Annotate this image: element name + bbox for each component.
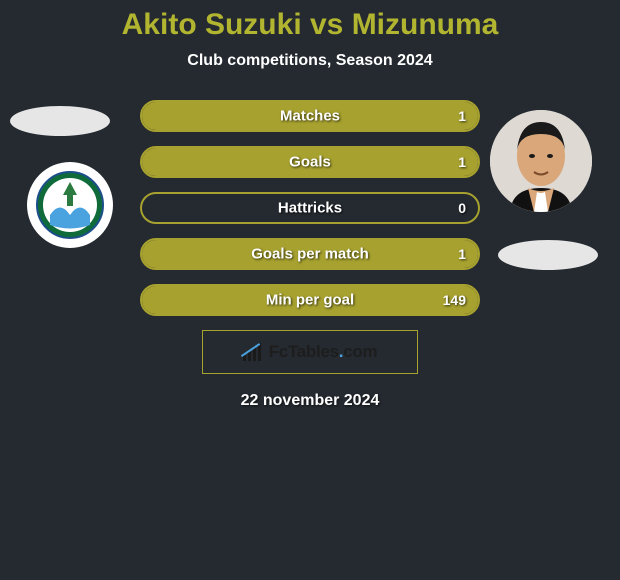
stat-label: Goals (289, 154, 331, 171)
stat-row: Hattricks 0 (140, 192, 480, 224)
brand-chart-icon (243, 343, 265, 361)
stat-bars: Matches 1 Goals 1 Hattricks 0 Goals per match 1… (140, 100, 480, 316)
brand-badge: FcTables.com (202, 330, 418, 374)
stat-row: Min per goal 149 (140, 284, 480, 316)
stat-row: Goals per match 1 (140, 238, 480, 270)
team-left-crest (27, 162, 113, 248)
stat-label: Matches (280, 108, 340, 125)
subtitle: Club competitions, Season 2024 (0, 52, 620, 70)
stat-value-right: 1 (458, 246, 466, 262)
stat-value-right: 149 (443, 292, 466, 308)
team-right-placeholder (498, 240, 598, 270)
stat-label: Min per goal (266, 292, 354, 309)
player-right-photo (490, 110, 592, 212)
comparison-panel: Matches 1 Goals 1 Hattricks 0 Goals per match 1… (0, 100, 620, 410)
page-title: Akito Suzuki vs Mizunuma (0, 0, 620, 42)
player-left-placeholder (10, 106, 110, 136)
stat-row: Matches 1 (140, 100, 480, 132)
stat-value-right: 1 (458, 154, 466, 170)
avatar-icon (490, 110, 592, 212)
stat-row: Goals 1 (140, 146, 480, 178)
stat-value-right: 0 (458, 200, 466, 216)
stat-label: Hattricks (278, 200, 342, 217)
date: 22 november 2024 (0, 392, 620, 410)
brand-text: FcTables.com (269, 342, 378, 362)
stat-value-right: 1 (458, 108, 466, 124)
stat-label: Goals per match (251, 246, 369, 263)
crest-icon (35, 170, 105, 240)
